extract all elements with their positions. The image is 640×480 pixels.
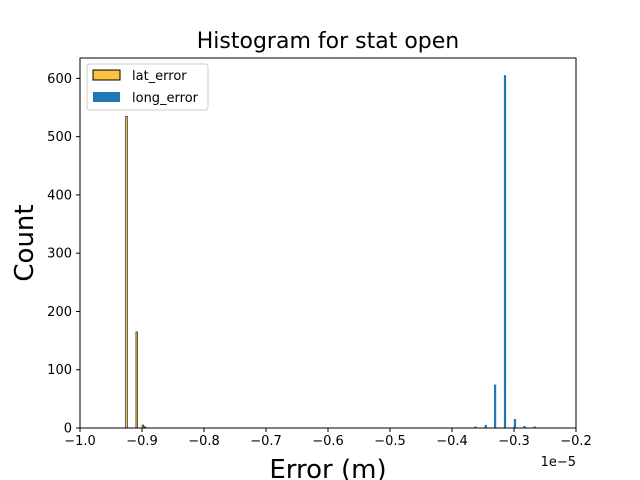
bar-long-error-2 <box>493 384 497 429</box>
x-scale-offset: 1e−5 <box>541 455 576 470</box>
bar-lat-error-1 <box>135 331 138 429</box>
y-tick-label: 0 <box>64 422 72 437</box>
legend-swatch-lat-error <box>92 69 121 81</box>
x-axis-label: Error (m) <box>269 455 386 480</box>
x-axis-ticks: −1.0 −0.9 −0.8 −0.7 −0.6 −0.5 −0.4 −0.3 −0.2 <box>64 428 592 449</box>
y-tick-label: 100 <box>47 363 72 378</box>
x-tick-label: −1.0 <box>64 434 96 449</box>
chart-title: Histogram for stat open <box>197 29 459 54</box>
x-tick-label: −0.2 <box>560 434 592 449</box>
y-tick-label: 300 <box>47 247 72 262</box>
y-tick-label: 400 <box>47 188 72 203</box>
x-tick-label: −0.7 <box>250 434 282 449</box>
x-tick-label: −0.8 <box>188 434 220 449</box>
bar-long-error-4 <box>513 418 517 429</box>
x-tick-label: −0.4 <box>436 434 468 449</box>
x-tick-label: −0.3 <box>498 434 530 449</box>
legend: lat_error long_error <box>86 63 209 111</box>
y-axis-label: Count <box>10 204 40 281</box>
bar-long-error-3 <box>503 75 507 429</box>
plot-area <box>79 57 577 429</box>
y-tick-label: 200 <box>47 305 72 320</box>
y-axis-ticks: 0 100 200 300 400 500 600 <box>47 72 80 437</box>
x-tick-label: −0.9 <box>126 434 158 449</box>
y-tick-label: 500 <box>47 130 72 145</box>
x-tick-label: −0.5 <box>374 434 406 449</box>
legend-label-long-error: long_error <box>132 91 199 106</box>
y-tick-label: 600 <box>47 72 72 87</box>
bar-lat-error-0 <box>125 115 128 429</box>
x-tick-label: −0.6 <box>312 434 344 449</box>
legend-swatch-long-error <box>93 92 120 102</box>
legend-label-lat-error: lat_error <box>132 69 187 84</box>
